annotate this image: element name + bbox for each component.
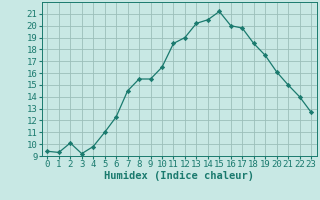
X-axis label: Humidex (Indice chaleur): Humidex (Indice chaleur) bbox=[104, 171, 254, 181]
